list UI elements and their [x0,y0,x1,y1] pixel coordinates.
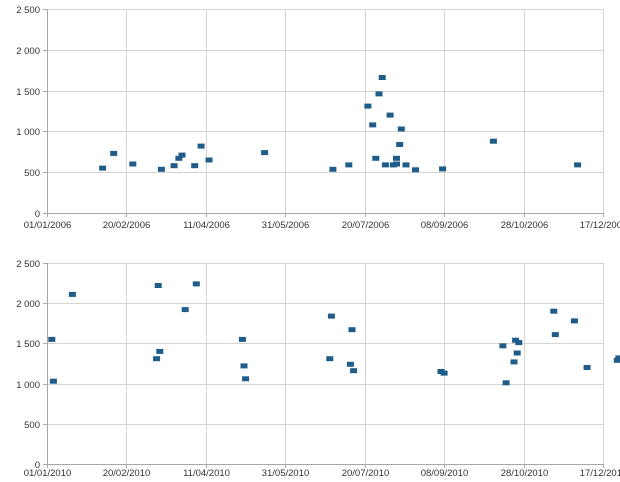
x-tick-label: 17/12/2006 [580,220,620,231]
x-tick-label: 11/04/2006 [183,220,230,231]
data-point [68,291,76,297]
data-point [375,91,383,97]
y-tick-label: 2 000 [16,299,40,310]
data-point [156,348,164,354]
data-point [178,152,186,158]
y-tick-label: 500 [24,420,40,431]
data-point [240,363,248,369]
data-point [393,155,400,161]
data-point [350,368,358,374]
data-point [386,112,394,118]
y-tick-label: 1 500 [16,339,40,350]
data-point [513,350,521,356]
data-point [551,332,559,338]
data-point [412,167,419,173]
x-tick-label: 08/09/2006 [421,220,469,231]
y-tick-label: 0 [35,460,40,471]
y-tick-label: 2 000 [16,46,40,57]
data-point [261,150,269,156]
data-point [48,336,56,342]
y-tick-label: 2 500 [16,5,40,16]
data-point [499,343,507,349]
data-point [329,166,337,172]
scatter-chart-2: 0 500 1 000 1 500 2 000 2 500 01/01/2010 20/02/… [16,259,620,479]
data-point [154,283,162,288]
data-point [157,166,165,172]
data-point [242,376,250,382]
x-tick-label: 20/02/2010 [103,468,151,479]
data-point [402,162,410,168]
data-point [439,166,447,172]
data-point [510,359,518,365]
y-tick-label: 1 000 [16,380,40,391]
data-point [346,361,354,367]
data-point [49,378,57,384]
data-point [372,155,380,161]
y-tick-label: 1 500 [16,87,40,98]
data-point [570,318,578,324]
data-point [205,157,213,163]
data-point [197,143,205,149]
data-point [99,165,107,171]
x-tick-label: 01/01/2010 [24,468,72,479]
data-point [615,355,620,361]
data-point [550,308,558,314]
y-tick-label: 500 [24,168,40,179]
data-point [381,162,389,168]
data-point [192,281,200,287]
data-point [326,356,334,362]
data-point [502,380,510,386]
x-tick-label: 17/12/2010 [580,468,620,479]
data-point [153,356,161,362]
data-point [515,340,523,346]
data-point [129,161,137,167]
data-point [238,336,246,342]
x-tick-label: 31/05/2006 [262,220,310,231]
y-tick-label: 2 500 [16,259,40,270]
x-tick-label: 20/02/2006 [103,220,151,231]
data-point [489,138,497,144]
data-point [393,161,400,167]
data-point [369,122,377,128]
x-tick-label: 28/10/2010 [501,468,549,479]
data-point [574,162,582,168]
data-point [440,370,448,376]
x-tick-label: 01/01/2006 [24,220,72,231]
x-tick-label: 20/07/2010 [342,468,390,479]
x-tick-label: 20/07/2006 [342,220,390,231]
x-tick-label: 31/05/2010 [262,468,310,479]
data-point [348,327,356,333]
data-point [175,155,183,161]
data-point [397,126,405,132]
x-tick-label: 11/04/2010 [183,468,230,479]
data-point [378,75,386,80]
data-point [170,163,178,169]
data-point [345,162,353,168]
x-tick-label: 28/10/2006 [501,220,549,231]
y-tick-label: 0 [35,209,40,220]
data-point [583,365,591,370]
data-point [396,142,404,147]
data-point [110,150,118,156]
data-point [181,307,189,313]
data-point [191,163,199,169]
x-tick-label: 08/09/2010 [421,468,469,479]
data-point [327,313,335,319]
y-tick-label: 1 000 [16,127,40,138]
scatter-chart-1: 0 500 1 000 1 500 2 000 2 500 01/01/2006 20/02/… [16,5,620,231]
data-point [364,103,372,109]
